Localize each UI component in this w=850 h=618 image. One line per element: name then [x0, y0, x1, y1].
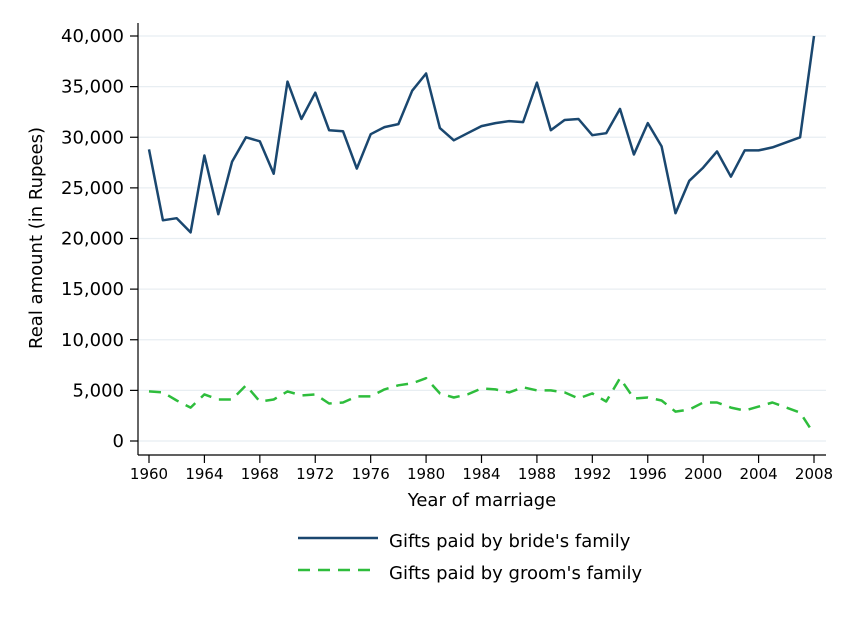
x-tick-label-1960: 1960	[130, 465, 168, 483]
x-tick-label-1968: 1968	[241, 465, 279, 483]
y-tick-label-40000: 40,000	[61, 26, 124, 47]
x-tick-label-1992: 1992	[573, 465, 611, 483]
series-line-groom	[148, 376, 816, 435]
y-tick-label-5000: 5,000	[72, 380, 124, 401]
x-axis-ticks: 1960 1964 1968 1972 1976 1980 1984 1988 1992 1996…	[130, 455, 833, 483]
x-tick-label-1984: 1984	[462, 465, 500, 483]
x-tick-label-2004: 2004	[739, 465, 777, 483]
x-tick-label-1988: 1988	[518, 465, 556, 483]
y-tick-label-35000: 35,000	[61, 77, 124, 98]
series-layer	[147, 35, 816, 435]
y-tick-label-0: 0	[113, 431, 124, 452]
y-axis-ticks: 0 5,000 10,000 15,000 20,000 25,000 30,000 35,0…	[61, 26, 138, 452]
x-axis-title: Year of marriage	[407, 490, 556, 511]
legend-label-bride: Gifts paid by bride's family	[389, 531, 631, 552]
y-tick-label-15000: 15,000	[61, 279, 124, 300]
series-line-bride	[147, 35, 816, 234]
y-tick-label-25000: 25,000	[61, 178, 124, 199]
legend: Gifts paid by bride's family Gifts paid …	[298, 531, 642, 584]
x-tick-label-1996: 1996	[629, 465, 667, 483]
y-tick-label-20000: 20,000	[61, 229, 124, 250]
x-tick-label-2000: 2000	[684, 465, 722, 483]
y-axis-title: Real amount (in Rupees)	[26, 127, 47, 349]
x-tick-label-2008: 2008	[795, 465, 833, 483]
x-tick-label-1976: 1976	[352, 465, 390, 483]
y-tick-label-30000: 30,000	[61, 127, 124, 148]
gridlines	[138, 35, 826, 442]
x-tick-label-1964: 1964	[185, 465, 223, 483]
y-tick-label-10000: 10,000	[61, 330, 124, 351]
legend-label-groom: Gifts paid by groom's family	[389, 563, 642, 584]
x-tick-label-1980: 1980	[407, 465, 445, 483]
x-tick-label-1972: 1972	[296, 465, 334, 483]
